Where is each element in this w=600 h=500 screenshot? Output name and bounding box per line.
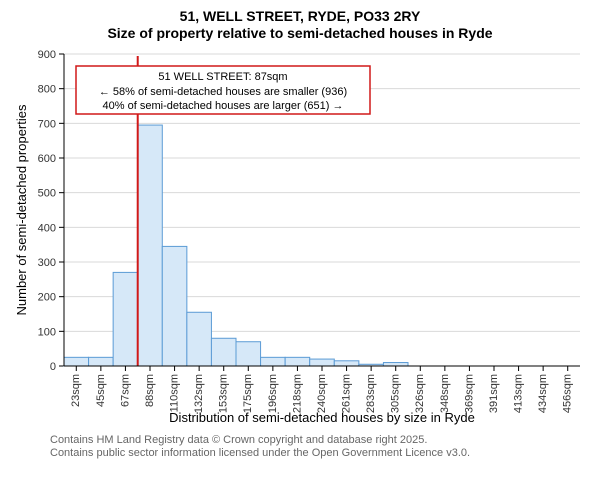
chart-title-line1: 51, WELL STREET, RYDE, PO33 2RY bbox=[0, 8, 600, 25]
annotation-line1: 51 WELL STREET: 87sqm bbox=[158, 71, 287, 83]
histogram-bar bbox=[285, 357, 310, 366]
histogram-bar bbox=[89, 357, 114, 366]
x-axis-title: Distribution of semi-detached houses by … bbox=[169, 410, 475, 425]
x-tick-label: 456sqm bbox=[562, 374, 574, 413]
x-tick-label: 369sqm bbox=[463, 374, 475, 413]
x-tick-label: 67sqm bbox=[119, 374, 131, 407]
y-tick-label: 200 bbox=[38, 291, 56, 303]
y-tick-label: 600 bbox=[38, 153, 56, 165]
histogram-bar bbox=[261, 357, 286, 366]
y-tick-label: 500 bbox=[38, 187, 56, 199]
histogram-bar bbox=[383, 362, 408, 365]
footer-line1: Contains HM Land Registry data © Crown c… bbox=[50, 434, 586, 448]
chart-title-block: 51, WELL STREET, RYDE, PO33 2RY Size of … bbox=[0, 0, 600, 42]
x-tick-label: 132sqm bbox=[193, 374, 205, 413]
y-tick-label: 100 bbox=[38, 326, 56, 338]
x-tick-label: 261sqm bbox=[340, 374, 352, 413]
x-tick-label: 175sqm bbox=[242, 374, 254, 413]
x-tick-label: 23sqm bbox=[70, 374, 82, 407]
x-tick-label: 391sqm bbox=[488, 374, 500, 413]
chart-container: 0 100 200 300 400 500 600 700 800 900 23sqm 45sqm 67… bbox=[12, 48, 588, 428]
x-tick-label: 326sqm bbox=[414, 374, 426, 413]
annotation-line3: 40% of semi-detached houses are larger (… bbox=[103, 100, 344, 112]
x-tick-label: 305sqm bbox=[390, 374, 402, 413]
histogram-bar bbox=[162, 246, 187, 366]
histogram-chart: 0 100 200 300 400 500 600 700 800 900 23sqm 45sqm 67… bbox=[12, 48, 588, 428]
y-tick-label: 800 bbox=[38, 83, 56, 95]
x-tick-label: 45sqm bbox=[95, 374, 107, 407]
x-tick-label: 196sqm bbox=[267, 374, 279, 413]
y-tick-label: 300 bbox=[38, 257, 56, 269]
x-tick-label: 153sqm bbox=[218, 374, 230, 413]
x-tick-label: 240sqm bbox=[316, 374, 328, 413]
histogram-bar bbox=[187, 312, 212, 366]
footer-line2: Contains public sector information licen… bbox=[50, 447, 586, 461]
x-tick-label: 413sqm bbox=[512, 374, 524, 413]
histogram-bar bbox=[113, 272, 138, 366]
annotation-line2: ← 58% of semi-detached houses are smalle… bbox=[99, 86, 347, 98]
x-tick-label: 283sqm bbox=[365, 374, 377, 413]
histogram-bar bbox=[138, 125, 163, 366]
histogram-bar bbox=[64, 357, 89, 366]
footer-attribution: Contains HM Land Registry data © Crown c… bbox=[0, 428, 600, 462]
y-tick-label: 0 bbox=[50, 361, 56, 373]
x-tick-label: 218sqm bbox=[291, 374, 303, 413]
chart-title-line2: Size of property relative to semi-detach… bbox=[0, 25, 600, 42]
histogram-bar bbox=[236, 341, 261, 365]
x-tick-label: 434sqm bbox=[537, 374, 549, 413]
x-tick-label: 110sqm bbox=[168, 374, 180, 412]
x-tick-label: 348sqm bbox=[439, 374, 451, 413]
histogram-bar bbox=[211, 338, 236, 366]
y-tick-label: 900 bbox=[38, 49, 56, 61]
y-tick-label: 700 bbox=[38, 118, 56, 130]
histogram-bar bbox=[334, 360, 359, 365]
y-tick-label: 400 bbox=[38, 222, 56, 234]
x-tick-label: 88sqm bbox=[144, 374, 156, 407]
y-axis-title: Number of semi-detached properties bbox=[14, 104, 29, 315]
histogram-bar bbox=[310, 359, 335, 366]
